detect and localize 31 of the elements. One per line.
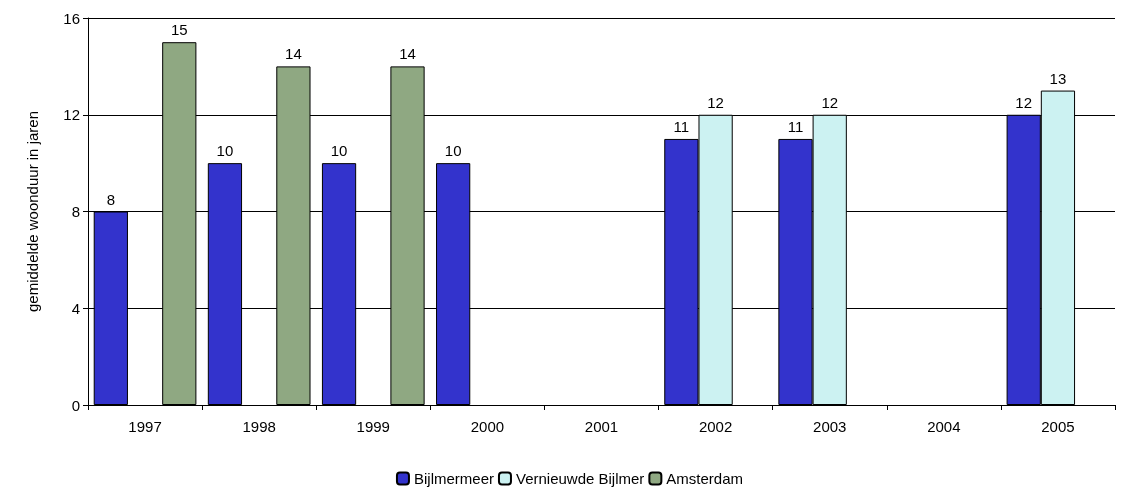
x-tick-label: 1999 (356, 418, 390, 435)
data-label: 8 (106, 190, 115, 208)
data-label: 13 (1049, 69, 1067, 87)
y-tick-label: 4 (71, 299, 80, 317)
data-label: 15 (170, 21, 188, 39)
legend-label: Bijlmermeer (413, 470, 494, 487)
data-label: 10 (444, 142, 462, 160)
x-tick-label: 2001 (584, 418, 619, 435)
legend-label: Vernieuwde Bijlmer (515, 470, 645, 487)
x-tick-label: 1998 (242, 418, 276, 435)
data-label: 12 (1015, 93, 1033, 111)
x-tick-label: 1997 (128, 418, 162, 435)
data-label: 11 (787, 117, 804, 135)
legend-label: Amsterdam (666, 470, 744, 487)
x-tick-label: 2005 (1041, 418, 1075, 435)
x-tick-label: 2002 (698, 418, 733, 435)
x-tick-label: 2000 (470, 418, 505, 435)
data-label: 10 (330, 142, 348, 160)
data-label: 10 (216, 142, 234, 160)
data-label: 14 (399, 45, 416, 63)
y-tick-label: 16 (63, 9, 80, 27)
data-label: 12 (707, 93, 724, 111)
data-label: 12 (821, 93, 839, 111)
data-label: 11 (673, 117, 690, 135)
x-tick-label: 2004 (927, 418, 961, 435)
y-tick-label: 0 (71, 396, 80, 414)
data-label: 14 (285, 45, 302, 63)
y-tick-label: 8 (71, 203, 80, 220)
x-tick-label: 2003 (813, 418, 847, 435)
y-tick-label: 12 (63, 106, 80, 124)
y-axis-title: gemiddelde woonduur in jaren (24, 111, 41, 312)
